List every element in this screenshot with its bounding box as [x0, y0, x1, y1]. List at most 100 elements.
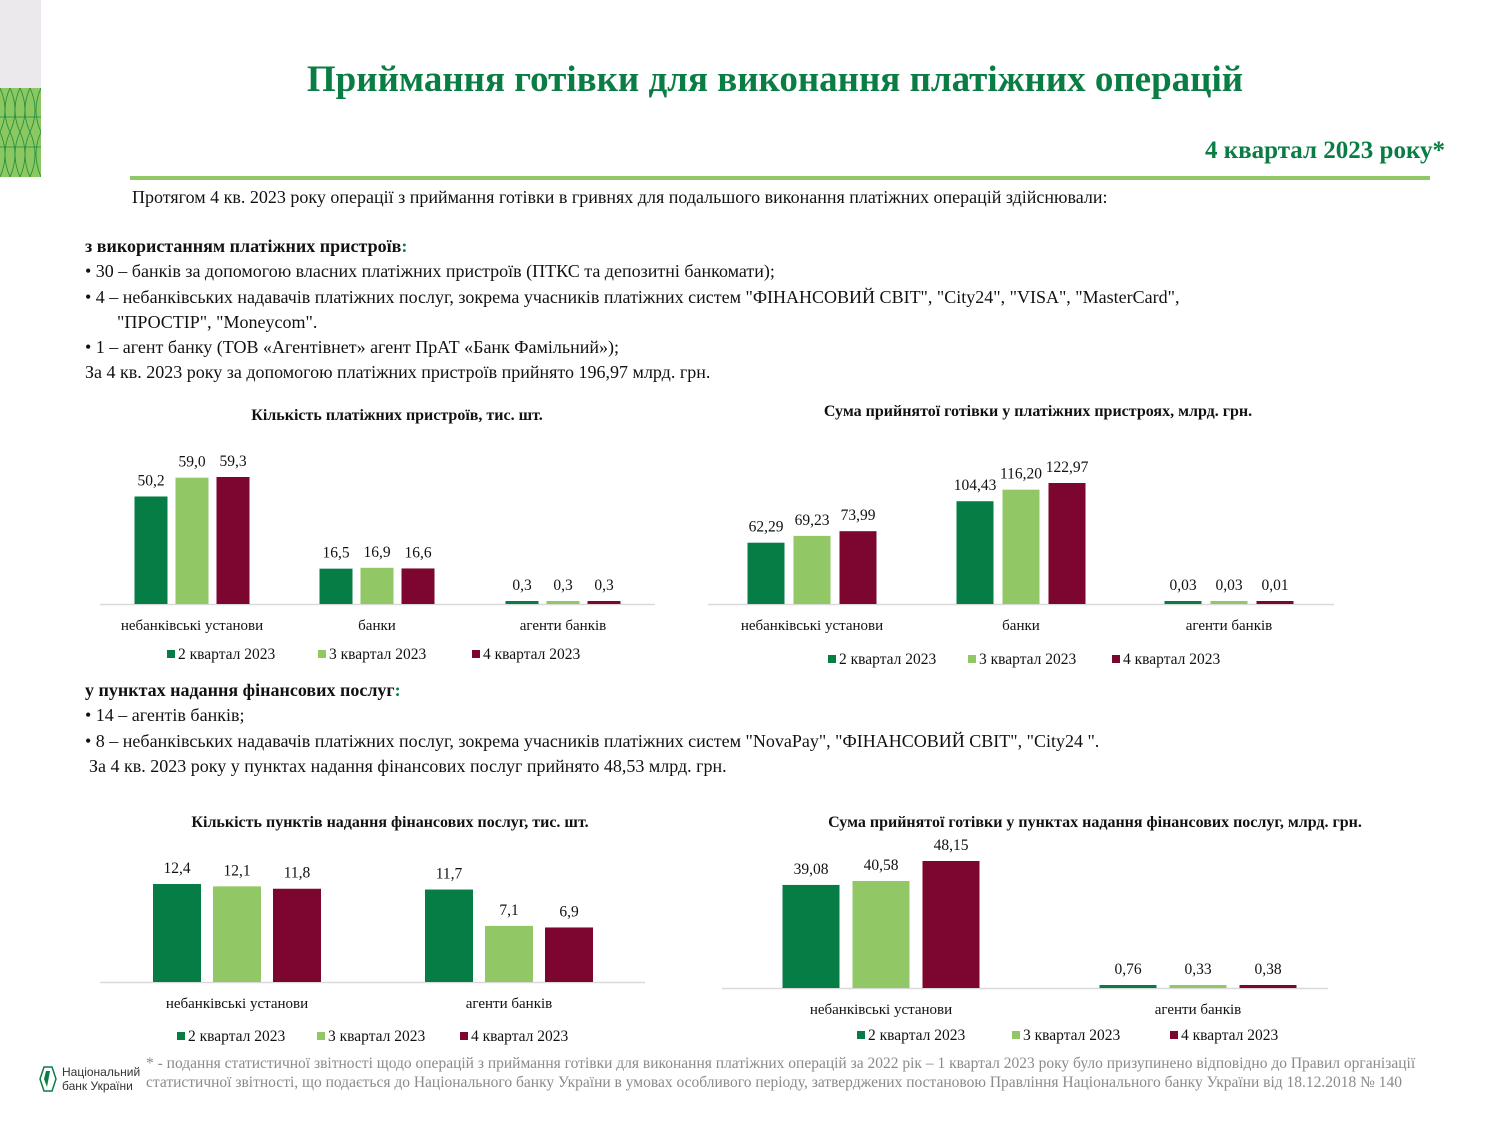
points-heading: у пунктах надання фінансових послуг: [85, 678, 401, 703]
legend-swatch [968, 655, 976, 663]
bar [134, 496, 168, 604]
chart-title: Кількість пунктів надання фінансових пос… [191, 814, 589, 831]
data-label: 62,29 [749, 519, 784, 536]
category-label: агенти банків [1186, 618, 1272, 634]
legend-item: 4 квартал 2023 [1181, 1027, 1279, 1044]
footnote: * - подання статистичної звітності щодо … [146, 1055, 1416, 1091]
data-label: 0,03 [1169, 577, 1196, 594]
data-label: 11,7 [436, 866, 463, 883]
logo-line: Національний [62, 1065, 141, 1079]
legend-item: 2 квартал 2023 [178, 646, 276, 663]
category-label: небанківські установи [166, 996, 308, 1012]
bar [782, 884, 840, 988]
legend-swatch [1012, 1031, 1020, 1039]
data-label: 69,23 [795, 512, 830, 529]
bar [839, 531, 877, 604]
data-label: 0,3 [512, 577, 532, 594]
pattern-decoration [0, 88, 41, 177]
points-item: • 8 – небанківських надавачів платіжних … [85, 731, 1100, 751]
bar [505, 601, 539, 604]
legend-swatch [167, 650, 175, 658]
legend-swatch [317, 1032, 325, 1040]
devices-item: • 1 – агент банку (ТОВ «Агентівнет» аген… [85, 337, 619, 357]
bar [216, 477, 250, 604]
bar [1256, 601, 1294, 604]
data-label: 0,03 [1215, 577, 1242, 594]
intro-text: Протягом 4 кв. 2023 року операції з прий… [132, 187, 1108, 207]
legend-item: 2 квартал 2023 [868, 1027, 966, 1044]
page-subtitle: 4 квартал 2023 року* [1204, 137, 1445, 164]
bar [1002, 489, 1040, 604]
data-label: 122,97 [1046, 459, 1089, 476]
legend-item: 3 квартал 2023 [329, 646, 427, 663]
legend-swatch [857, 1031, 865, 1039]
chart-title: Сума прийнятої готівки у платіжних прист… [823, 403, 1253, 420]
category-label: небанківські установи [741, 618, 883, 634]
devices-item: "ПРОСТІР", "Moneycom". [117, 312, 318, 332]
data-label: 11,8 [284, 865, 311, 882]
bar [587, 601, 621, 604]
bar [1048, 483, 1086, 604]
data-label: 0,33 [1184, 961, 1211, 978]
chart-title: Сума прийнятої готівки у пунктах надання… [828, 814, 1362, 831]
data-label: 16,5 [322, 545, 349, 562]
legend-swatch [177, 1032, 185, 1040]
nbu-logo-text: Національний банк України [62, 1065, 140, 1093]
legend-item: 3 квартал 2023 [979, 651, 1077, 668]
legend-swatch [828, 655, 836, 663]
legend-item: 4 квартал 2023 [471, 1028, 569, 1045]
category-label: агенти банків [466, 996, 552, 1012]
data-label: 0,76 [1114, 961, 1141, 978]
data-label: 12,4 [163, 860, 190, 877]
data-label: 0,01 [1261, 577, 1288, 594]
legend-item: 4 квартал 2023 [483, 646, 581, 663]
data-label: 16,6 [404, 544, 431, 561]
devices-heading: з використанням платіжних пристроїв: [85, 234, 407, 259]
nbu-logo-icon [39, 1066, 57, 1092]
bar [545, 927, 593, 982]
legend-item: 3 квартал 2023 [1023, 1027, 1121, 1044]
page-title: Приймання готівки для виконання платіжни… [306, 59, 1244, 100]
bar [1210, 601, 1248, 604]
bar [175, 477, 209, 604]
data-label: 116,20 [1000, 466, 1042, 483]
bar [153, 884, 201, 982]
data-label: 6,9 [559, 903, 579, 920]
legend-swatch [1170, 1031, 1178, 1039]
points-heading-text: у пунктах надання фінансових послуг [85, 680, 395, 700]
bar [546, 601, 580, 604]
data-label: 0,38 [1254, 961, 1281, 978]
chart-title: Кількість платіжних пристроїв, тис. шт. [251, 407, 543, 424]
data-label: 0,3 [594, 577, 614, 594]
bar [1099, 985, 1157, 988]
devices-summary: За 4 кв. 2023 року за допомогою платіжни… [85, 362, 711, 382]
side-decoration [0, 0, 41, 88]
category-label: небанківські установи [121, 618, 263, 634]
heading-colon: : [401, 236, 408, 256]
legend-swatch [472, 650, 480, 658]
legend-swatch [460, 1032, 468, 1040]
devices-heading-text: з використанням платіжних пристроїв [85, 236, 402, 256]
legend-swatch [1112, 655, 1120, 663]
legend-item: 2 квартал 2023 [839, 651, 937, 668]
data-label: 104,43 [954, 477, 997, 494]
heading-colon: : [394, 680, 401, 700]
data-label: 7,1 [499, 902, 518, 919]
category-label: небанківські установи [810, 1002, 952, 1018]
data-label: 0,3 [553, 577, 573, 594]
bar [213, 886, 261, 982]
bar [1239, 985, 1297, 988]
bar [319, 568, 353, 604]
legend-item: 3 квартал 2023 [328, 1028, 426, 1045]
bar [1169, 985, 1227, 988]
data-label: 48,15 [934, 837, 969, 854]
data-label: 16,9 [363, 544, 390, 561]
bar [425, 889, 473, 982]
legend-item: 4 квартал 2023 [1123, 651, 1221, 668]
data-label: 39,08 [794, 861, 829, 878]
category-label: банки [358, 618, 396, 634]
bar [1164, 601, 1202, 604]
legend-swatch [318, 650, 326, 658]
category-label: банки [1002, 618, 1040, 634]
